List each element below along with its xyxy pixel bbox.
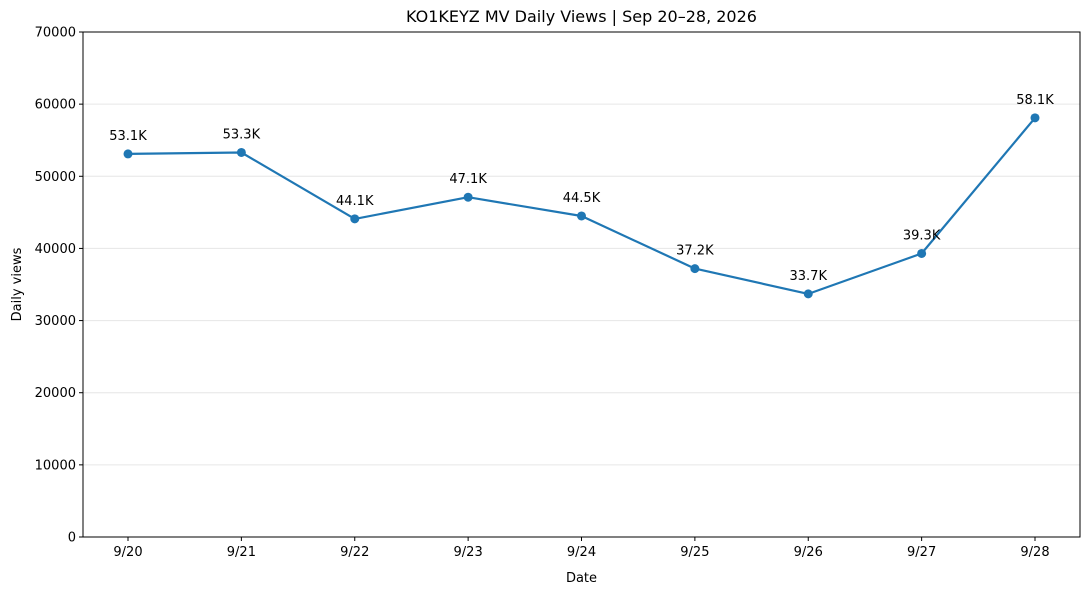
series-layer xyxy=(123,113,1040,299)
data-label: 58.1K xyxy=(1016,93,1054,108)
data-label: 44.1K xyxy=(336,194,374,209)
x-tick-label: 9/22 xyxy=(340,545,369,560)
x-axis: 9/20 9/21 9/22 9/23 9/24 9/25 9/26 9/27 9/28 xyxy=(113,537,1050,560)
data-point xyxy=(350,214,360,224)
data-point xyxy=(1030,113,1040,123)
data-point xyxy=(917,248,927,258)
x-tick-label: 9/20 xyxy=(113,545,142,560)
y-tick-label: 20000 xyxy=(35,386,76,401)
gridlines xyxy=(83,103,1080,466)
y-axis: 0 10000 20000 30000 40000 50000 60000 70000 xyxy=(35,26,83,546)
data-label: 44.5K xyxy=(563,191,601,206)
data-point xyxy=(463,192,473,202)
data-label: 53.3K xyxy=(223,127,261,142)
x-tick-label: 9/25 xyxy=(680,545,709,560)
data-label: 53.1K xyxy=(109,129,147,144)
data-label: 47.1K xyxy=(449,172,487,187)
x-tick-label: 9/28 xyxy=(1020,545,1049,560)
y-tick-label: 30000 xyxy=(35,314,76,329)
x-tick-label: 9/27 xyxy=(907,545,936,560)
x-axis-title: Date xyxy=(566,571,597,586)
data-label: 33.7K xyxy=(790,269,828,284)
data-point xyxy=(690,264,700,274)
data-label: 37.2K xyxy=(676,244,714,259)
x-tick-label: 9/24 xyxy=(567,545,596,560)
y-tick-label: 40000 xyxy=(35,242,76,257)
data-label: 39.3K xyxy=(903,228,941,243)
x-tick-label: 9/26 xyxy=(794,545,823,560)
x-tick-label: 9/21 xyxy=(227,545,256,560)
y-tick-label: 0 xyxy=(68,531,76,546)
y-axis-title: Daily views xyxy=(10,247,25,321)
data-point xyxy=(803,289,813,299)
chart-title: KO1KEYZ MV Daily Views | Sep 20–28, 2026 xyxy=(406,7,757,26)
data-point xyxy=(123,149,133,159)
plot-frame xyxy=(82,31,1081,538)
data-point xyxy=(236,147,246,157)
data-labels: 53.1K 53.3K 44.1K 47.1K 44.5K 37.2K 33.7K 39.3K… xyxy=(109,93,1054,284)
x-tick-label: 9/23 xyxy=(454,545,483,560)
y-tick-label: 60000 xyxy=(35,98,76,113)
y-tick-label: 10000 xyxy=(35,458,76,473)
data-point xyxy=(577,211,586,221)
y-tick-label: 70000 xyxy=(35,26,76,41)
y-tick-label: 50000 xyxy=(35,170,76,185)
